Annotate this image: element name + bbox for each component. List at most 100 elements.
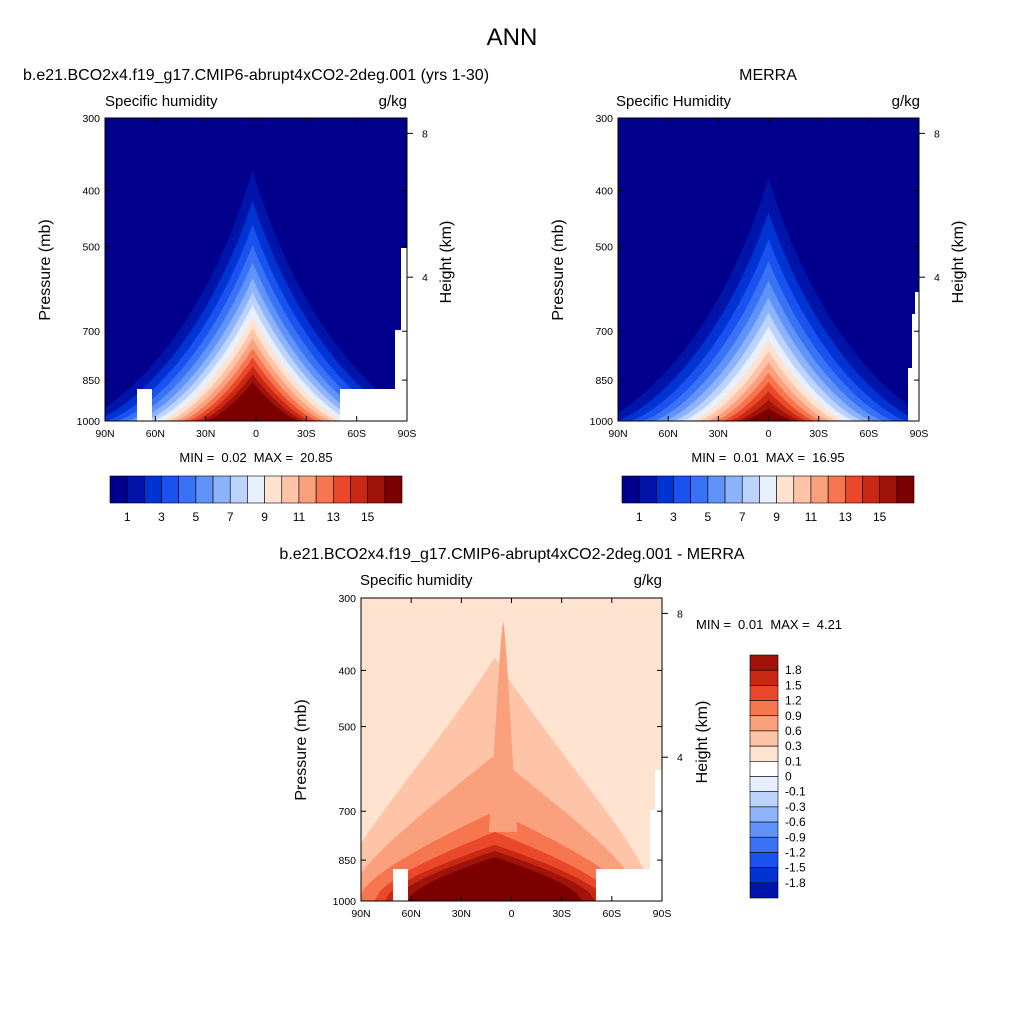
- colorbar-swatch: [749, 806, 779, 823]
- colorbar-label: -0.6: [785, 815, 806, 829]
- min-label: MIN =: [696, 617, 731, 632]
- right-tick-label: 4: [934, 272, 940, 284]
- panel-diff-plot: [361, 598, 662, 901]
- colorbar-label: 1.5: [785, 678, 802, 692]
- panel-obs-y-ticks: 300 400 500 700 850 1000: [590, 113, 919, 428]
- colorbar-swatch: [109, 475, 128, 504]
- x-tick-label: 90S: [910, 428, 929, 440]
- colorbar-swatch: [741, 475, 760, 504]
- colorbar-label: -0.3: [785, 800, 806, 814]
- x-tick-label: 90N: [351, 908, 370, 920]
- x-tick-label: 60S: [859, 428, 878, 440]
- y-tick-label: 500: [338, 722, 356, 734]
- colorbar-swatch: [126, 475, 145, 504]
- colorbar-label: 11: [805, 510, 818, 524]
- colorbar-swatch: [749, 776, 779, 792]
- colorbar-swatch: [759, 475, 777, 504]
- min-label: MIN =: [691, 450, 726, 465]
- right-tick-label: 8: [677, 608, 683, 620]
- y-tick-label: 500: [82, 242, 100, 254]
- colorbar-label: 9: [261, 510, 268, 524]
- x-tick-label: 90S: [653, 908, 672, 920]
- x-tick-label: 30N: [452, 908, 471, 920]
- y-tick-label: 700: [338, 806, 356, 818]
- missing-data-block: [137, 389, 152, 421]
- colorbar-swatch: [656, 475, 674, 504]
- x-tick-label: 30N: [196, 428, 215, 440]
- colorbar-swatch: [707, 475, 726, 504]
- panel-obs-contours: [618, 118, 919, 421]
- colorbar-swatch: [749, 882, 779, 899]
- panel-obs-min-max: MIN = 0.01 MAX = 16.95: [691, 450, 844, 465]
- y-tick-label: 400: [595, 185, 613, 197]
- colorbar-label: 7: [739, 510, 746, 524]
- x-tick-label: 60S: [602, 908, 621, 920]
- panel-model-right-ticks: 84: [407, 128, 428, 284]
- min-value: 0.01: [738, 617, 763, 632]
- max-value: 20.85: [300, 450, 333, 465]
- colorbar-swatch: [896, 475, 915, 504]
- y-tick-label: 850: [338, 855, 356, 867]
- x-tick-label: 0: [253, 428, 259, 440]
- colorbar-label: -0.1: [785, 785, 806, 799]
- panel-obs-variable-label: Specific Humidity: [616, 93, 732, 110]
- colorbar-swatch: [621, 475, 640, 504]
- panel-model-min-max: MIN = 0.02 MAX = 20.85: [179, 450, 332, 465]
- colorbar-label: 1.2: [785, 694, 802, 708]
- colorbar-swatch: [749, 669, 779, 686]
- panel-obs-title: MERRA: [739, 67, 797, 84]
- panel-diff-title: b.e21.BCO2x4.f19_g17.CMIP6-abrupt4xCO2-2…: [279, 546, 744, 563]
- y-tick-label: 700: [82, 326, 100, 338]
- missing-data-block: [393, 869, 408, 901]
- panel-model-variable-label: Specific humidity: [105, 93, 218, 110]
- colorbar-label: 5: [705, 510, 712, 524]
- y-tick-label: 500: [595, 242, 613, 254]
- colorbar-label: 1: [124, 510, 131, 524]
- colorbar-swatch: [367, 475, 386, 504]
- max-label: MAX =: [766, 450, 805, 465]
- right-tick-label: 4: [422, 272, 428, 284]
- colorbar-label: 0.1: [785, 754, 802, 768]
- colorbar-swatch: [749, 791, 779, 808]
- contour-band: [407, 857, 582, 901]
- colorbar-label: -1.2: [785, 845, 806, 859]
- panel-obs-missing-data: [908, 292, 919, 421]
- y-tick-label: 300: [338, 593, 356, 605]
- colorbar-label: 15: [873, 510, 887, 524]
- contour-band: [742, 408, 795, 421]
- missing-data-block: [655, 770, 662, 901]
- colorbar-swatch: [862, 475, 880, 504]
- panel-diff-x-ticks: 90N 60N 30N 0 30S 60S 90S: [351, 598, 671, 920]
- colorbar-swatch: [178, 475, 197, 504]
- panel-diff-variable-label: Specific humidity: [360, 572, 473, 589]
- panel-diff-contours: [361, 598, 662, 901]
- x-tick-label: 90N: [95, 428, 114, 440]
- min-value: 0.01: [733, 450, 758, 465]
- colorbar-swatch: [144, 475, 162, 504]
- y-tick-label: 300: [82, 113, 100, 125]
- colorbar-label: 7: [227, 510, 234, 524]
- colorbar-swatch: [247, 475, 265, 504]
- min-value: 0.02: [221, 450, 246, 465]
- x-tick-label: 30S: [809, 428, 828, 440]
- x-tick-label: 30S: [297, 428, 316, 440]
- panel-obs-right-ticks: 84: [919, 128, 940, 284]
- colorbar-swatch: [749, 821, 779, 838]
- panel-diff-y-axis-label: Pressure (mb): [293, 699, 310, 800]
- panel-diff-right-axis-label: Height (km): [694, 701, 711, 784]
- colorbar-swatch: [749, 685, 779, 701]
- panel-obs-colorbar: 1 3 5 7 9 11 13 15: [621, 475, 915, 524]
- colorbar-swatch: [350, 475, 368, 504]
- panel-obs: MERRA Specific Humidity g/kg 30040050070…: [550, 67, 967, 524]
- colorbar-swatch: [281, 475, 300, 504]
- colorbar-swatch: [384, 475, 403, 504]
- colorbar-swatch: [749, 654, 779, 671]
- panel-model-missing-data: [137, 248, 407, 421]
- colorbar-swatch: [827, 475, 846, 504]
- panel-diff-missing-data: [393, 770, 662, 901]
- colorbar-swatch: [844, 475, 863, 504]
- colorbar-swatch: [212, 475, 231, 504]
- colorbar-swatch: [298, 475, 317, 504]
- colorbar-swatch: [749, 700, 779, 717]
- x-tick-label: 60N: [146, 428, 165, 440]
